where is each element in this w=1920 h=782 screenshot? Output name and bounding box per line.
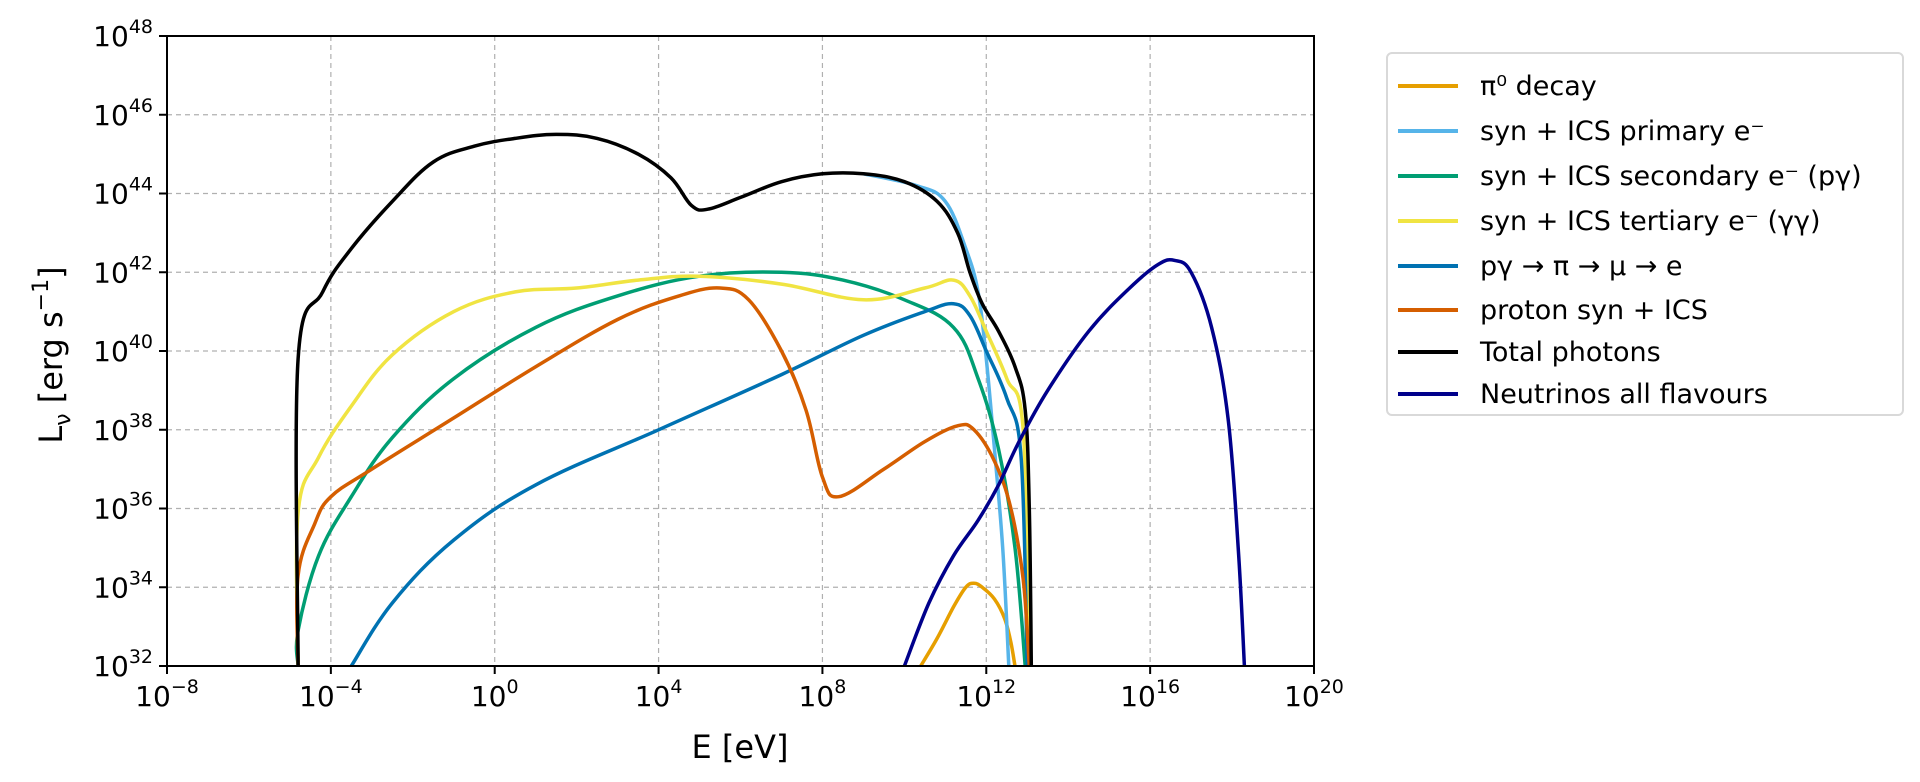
x-tick-label: 1020 [1284,676,1344,713]
y-tick-label: 1034 [93,567,153,604]
legend-item: syn + ICS tertiary e⁻ (γγ) [1398,201,1821,241]
y-tick-label: 1046 [93,95,153,132]
legend-item: syn + ICS primary e⁻ [1398,111,1765,151]
y-tick-label: 1038 [93,410,153,447]
x-tick-label: 10−8 [135,676,199,713]
legend-item: syn + ICS secondary e⁻ (pγ) [1398,156,1862,196]
legend-item: Total photons [1398,332,1661,372]
legend-label: Total photons [1480,336,1661,368]
x-tick-label: 100 [471,676,519,713]
series-line-syn-ics-primary-e- [863,172,1011,666]
x-axis-ticks: 10−8 10−4 100 104 108 1012 1016 1020 [135,666,1344,713]
y-tick-label: 1048 [93,16,153,53]
legend-swatch-icon [1398,264,1458,268]
y-tick-label: 1042 [93,252,153,289]
legend: π⁰ decay syn + ICS primary e⁻ syn + ICS se… [1386,52,1904,416]
legend-label: pγ → π → μ → e [1480,250,1683,282]
legend-item: proton syn + ICS [1398,290,1708,330]
series-line--0-decay [919,581,1017,666]
y-tick-label: 1032 [93,646,153,683]
x-tick-label: 104 [635,676,683,713]
x-axis-label: E [eV] [692,728,789,766]
x-tick-label: 108 [799,676,847,713]
legend-label: Neutrinos all flavours [1480,378,1768,410]
x-tick-label: 1016 [1120,676,1180,713]
y-tick-label: 1040 [93,331,153,368]
series-line-neutrinos-all-flavours [902,257,1247,666]
y-tick-label: 1036 [93,489,153,526]
legend-item: π⁰ decay [1398,66,1597,106]
legend-swatch-icon [1398,392,1458,396]
legend-swatch-icon [1398,219,1458,223]
legend-item: pγ → π → μ → e [1398,246,1683,286]
legend-label: π⁰ decay [1480,70,1597,102]
series-line-total-photons [294,132,1034,666]
y-tick-label: 1044 [93,174,153,211]
legend-swatch-icon [1398,129,1458,133]
grid-lines [167,36,1314,666]
legend-label: syn + ICS secondary e⁻ (pγ) [1480,160,1862,192]
series-line-p-e [349,301,1030,666]
legend-label: syn + ICS tertiary e⁻ (γγ) [1480,205,1821,237]
x-tick-label: 1012 [956,676,1016,713]
series-line-proton-syn-ics [295,286,1032,666]
legend-swatch-icon [1398,350,1458,354]
legend-swatch-icon [1398,84,1458,88]
legend-swatch-icon [1398,174,1458,178]
legend-label: syn + ICS primary e⁻ [1480,115,1765,147]
y-axis-label: Lν [erg s−1] [29,266,76,443]
series-line-syn-ics-tertiary-e- [294,274,1032,666]
series-line-syn-ics-secondary-e-p- [294,270,1027,666]
series-curves [294,132,1247,666]
x-tick-label: 10−4 [299,676,363,713]
y-axis-ticks: 1032 1034 1036 1038 1040 1042 1044 1046 1048 [93,16,167,683]
legend-swatch-icon [1398,308,1458,312]
legend-item: Neutrinos all flavours [1398,374,1768,414]
legend-label: proton syn + ICS [1480,294,1708,326]
